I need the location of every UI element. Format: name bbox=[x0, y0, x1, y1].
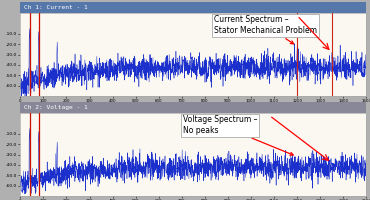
Text: Ch 2: Voltage - 1: Ch 2: Voltage - 1 bbox=[24, 105, 88, 110]
Text: Current Spectrum –
Stator Mechanical Problem: Current Spectrum – Stator Mechanical Pro… bbox=[214, 15, 317, 44]
Text: Ch 1: Current - 1: Ch 1: Current - 1 bbox=[24, 5, 88, 10]
Text: Voltage Spectrum –
No peaks: Voltage Spectrum – No peaks bbox=[183, 115, 293, 155]
